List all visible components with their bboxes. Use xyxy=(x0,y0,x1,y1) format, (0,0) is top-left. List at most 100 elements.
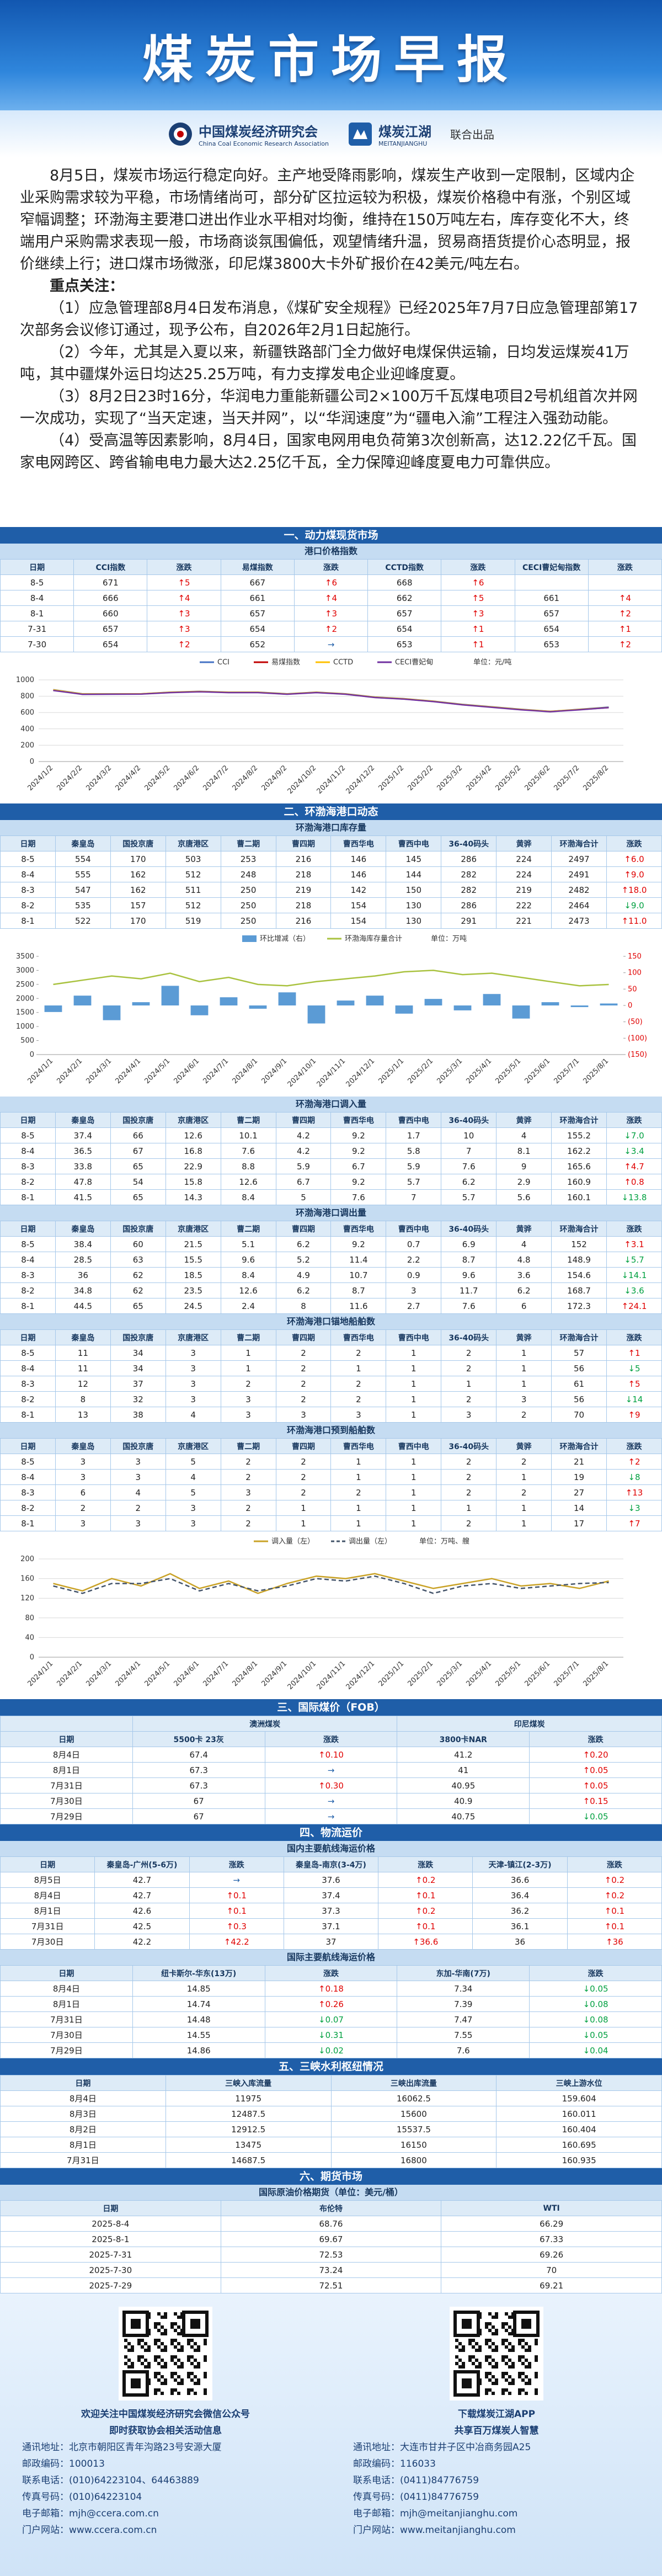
table-title: 国际主要航线海运价格 xyxy=(0,1950,662,1965)
table-cell: ↑3 xyxy=(147,621,221,637)
section: 四、物流运价 国内主要航线海运价格 日期 秦皇岛-广州(5-6万) 涨跌 秦皇岛-南京(3… xyxy=(0,1824,662,2058)
table-cell: 8-3 xyxy=(0,1267,56,1283)
table-row: 8月5日 42.7 → 37.6 ↑0.2 36.6 ↑0.2 xyxy=(0,1872,662,1888)
table-cell: 660 xyxy=(73,605,148,621)
qr-module xyxy=(174,2312,177,2316)
table-cell: 69.21 xyxy=(441,2277,662,2293)
data-table: 日期 秦皇岛 国投京唐 京唐港区 曹二期 曹四期 曹西华电 曹西中电 36-40码头 黄骅 环渤海合… xyxy=(0,1438,662,1531)
table-cell: 7月29日 xyxy=(0,1808,133,1824)
qr-module xyxy=(161,2365,164,2369)
table-cell: ↑1 xyxy=(441,636,515,652)
qr-module xyxy=(478,2362,482,2365)
qr-module xyxy=(197,2362,200,2365)
table-cell: 160.695 xyxy=(496,2137,662,2153)
table-cell: ↓0.05 xyxy=(529,1808,662,1824)
qr-module xyxy=(127,2365,131,2369)
qr-module xyxy=(505,2339,508,2342)
column-header: CCI指数 xyxy=(73,559,148,575)
qr-module xyxy=(492,2382,495,2385)
table-cell: 8.7 xyxy=(441,1252,497,1268)
table-row: 7月29日 14.86 ↓0.02 7.6 ↓0.04 xyxy=(0,2042,662,2058)
qr-module xyxy=(144,2365,147,2369)
table-cell: 7月31日 xyxy=(0,1918,95,1934)
column-header: 秦皇岛 xyxy=(55,1221,111,1237)
qr-module xyxy=(197,2349,200,2352)
table-cell: 657 xyxy=(73,621,148,637)
table-cell: 2 xyxy=(441,1391,497,1407)
table-cell: 519 xyxy=(165,913,221,929)
qr-module xyxy=(501,2325,505,2329)
table-cell: 4 xyxy=(165,1407,221,1423)
table-cell: 66.29 xyxy=(441,2216,662,2232)
table-cell: 3 xyxy=(441,1407,497,1423)
table-cell: 3 xyxy=(220,1484,276,1500)
qr-module xyxy=(535,2359,538,2362)
table-row: 8-5 554 170 503 253 216 146 145 286 224 2497 ↑6.0 xyxy=(0,851,662,867)
x-tick-label: 2024/3/1 xyxy=(84,1659,113,1688)
table-cell: 2.9 xyxy=(496,1174,552,1190)
qr-module xyxy=(144,2349,147,2352)
column-header: 曹二期 xyxy=(220,1329,276,1345)
qr-module xyxy=(505,2372,508,2375)
unit-label: 单位：万吨、艘 xyxy=(419,1537,469,1546)
table-cell: 7.47 xyxy=(397,2011,530,2027)
table-cell: 250 xyxy=(220,882,276,898)
qr-module xyxy=(518,2372,521,2375)
table-cell: 4.9 xyxy=(275,1267,332,1283)
footer: 欢迎关注中国煤炭经济研究会微信公众号 即时获取协会相关活动信息 通讯地址：北京市朝阳… xyxy=(0,2293,662,2576)
footer-line: 传真号码：(010)64223104 xyxy=(22,2492,142,2503)
qr-module xyxy=(458,2365,462,2369)
table-row: 8月4日 11975 16062.5 159.604 xyxy=(0,2090,662,2106)
qr-module xyxy=(147,2362,151,2365)
qr-module xyxy=(518,2392,521,2395)
footer-column: 欢迎关注中国煤炭经济研究会微信公众号 即时获取协会相关活动信息 通讯地址：北京市朝阳… xyxy=(0,2293,331,2576)
table-cell: 37 xyxy=(283,1934,379,1950)
table-cell: 172.3 xyxy=(551,1298,607,1314)
qr-module xyxy=(501,2388,505,2392)
column-header: 京唐港区 xyxy=(165,1112,221,1128)
column-header: 黄骅 xyxy=(496,1329,552,1345)
qr-module xyxy=(141,2345,144,2349)
table-cell: ↑0.1 xyxy=(189,1903,284,1919)
bar xyxy=(73,996,92,1005)
table-cell: 23.5 xyxy=(165,1282,221,1298)
qr-module xyxy=(131,2365,134,2369)
table-row: 8-3 36 62 18.5 8.4 4.9 10.7 0.9 9.6 3.6 154.6 ↓14.1 xyxy=(0,1267,662,1283)
column-header: 3800卡NAR xyxy=(397,1731,530,1747)
qr-module xyxy=(521,2339,525,2342)
table-cell: 7-31 xyxy=(0,621,74,637)
table-cell: 17 xyxy=(551,1515,607,1531)
qr-module xyxy=(468,2342,472,2345)
table-cell: 2 xyxy=(441,1469,497,1485)
table-cell: 14.85 xyxy=(132,1981,265,1997)
section-title: 一、动力煤现货市场 xyxy=(0,527,662,544)
table-cell: 7.39 xyxy=(397,1996,530,2012)
table-cell: ↑0.2 xyxy=(567,1872,662,1888)
column-header: 曹西中电 xyxy=(386,1329,442,1345)
header-row: 日期 5500卡 23灰 涨跌 3800卡NAR 涨跌 xyxy=(0,1731,662,1747)
qr-module xyxy=(174,2345,177,2349)
qr-module xyxy=(488,2362,492,2365)
x-tick-label: 2024/4/1 xyxy=(114,1659,142,1688)
table-cell: 1 xyxy=(496,1515,552,1531)
table-cell: ↑0.20 xyxy=(529,1747,662,1763)
column-header: 环渤海合计 xyxy=(551,1438,607,1454)
table-row: 8-4 36.5 67 16.8 7.6 4.2 9.2 5.8 7 8.1 162.2 ↓3.4 xyxy=(0,1143,662,1159)
x-tick-label: 2024/1/1 xyxy=(26,1057,55,1085)
legend-label: CECI曹妃甸 xyxy=(395,658,433,667)
table-cell: ↑0.1 xyxy=(567,1903,662,1919)
table-row: 8-2 8 32 3 3 2 2 1 2 3 56 ↓14 xyxy=(0,1391,662,1407)
qr-module xyxy=(495,2378,498,2382)
table-cell: 2 xyxy=(275,1484,332,1500)
qr-module xyxy=(194,2359,197,2362)
qr-module xyxy=(161,2349,164,2352)
qr-module xyxy=(170,2322,174,2325)
table-cell: 2 xyxy=(496,1484,552,1500)
qr-module xyxy=(144,2342,147,2345)
table-cell: ↓0.02 xyxy=(264,2042,398,2058)
table-cell: 72.51 xyxy=(220,2277,442,2293)
table-cell: 661 xyxy=(514,590,589,606)
footer-caption: 下载煤炭江湖APP xyxy=(457,2409,536,2420)
qr-module xyxy=(157,2355,161,2359)
qr-module xyxy=(194,2342,197,2345)
